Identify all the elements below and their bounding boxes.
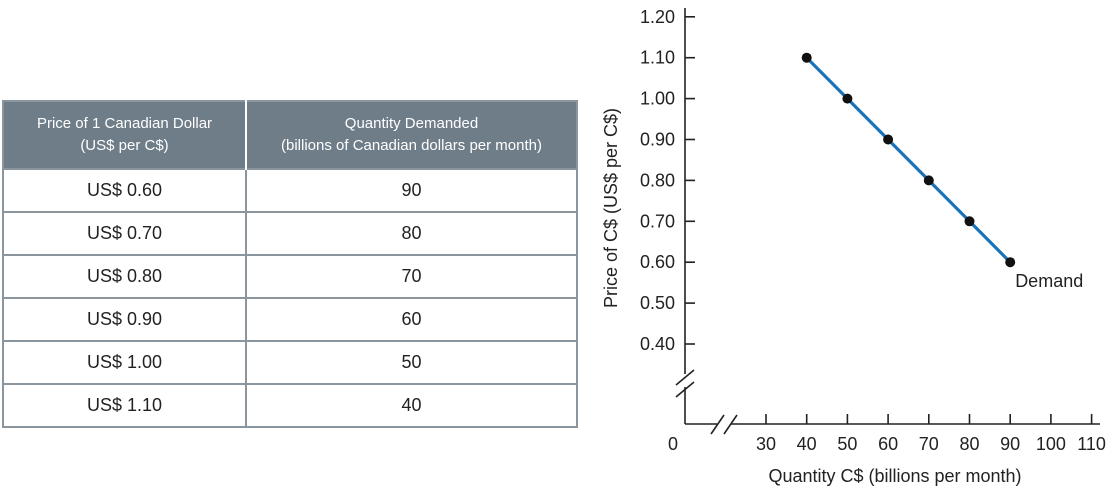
demand-point (1005, 257, 1016, 268)
demand-point (964, 216, 975, 227)
y-axis-label: Price of C$ (US$ per C$) (601, 108, 621, 308)
x-tick-label: 110 (1077, 434, 1106, 454)
x-tick-label: 80 (959, 434, 979, 454)
price-cell: US$ 0.90 (3, 297, 247, 341)
chart-series: Demand (801, 52, 1083, 291)
price-column-header: Price of 1 Canadian Dollar (US$ per C$) (3, 101, 247, 169)
origin-label: 0 (668, 434, 678, 454)
demand-point (842, 93, 853, 104)
demand-point (923, 175, 934, 186)
price-header-line1: Price of 1 Canadian Dollar (36, 115, 213, 132)
demand-point (883, 134, 894, 145)
y-tick-label: 0.70 (640, 211, 675, 231)
y-axis-break-mark (675, 369, 695, 386)
chart-axes (675, 8, 1100, 435)
x-axis-break-mark (710, 414, 725, 435)
price-cell: US$ 0.60 (3, 168, 247, 212)
x-tick-label: 50 (837, 434, 857, 454)
x-axis-ticks: 30 40 50 60 70 80 90 100 110 (756, 414, 1106, 454)
y-tick-label: 0.90 (640, 130, 675, 150)
quantity-cell: 90 (246, 168, 577, 212)
demand-line (805, 56, 1012, 264)
quantity-header-line2: (billions of Canadian dollars per month) (281, 137, 542, 154)
y-tick-label: 0.50 (640, 293, 675, 313)
price-cell: US$ 0.70 (3, 211, 247, 255)
y-tick-label: 0.60 (640, 252, 675, 272)
quantity-cell: 80 (246, 211, 577, 255)
demand-point (801, 52, 812, 63)
y-tick-label: 1.00 (640, 89, 675, 109)
quantity-header-line1: Quantity Demanded (344, 115, 479, 132)
x-tick-label: 30 (756, 434, 776, 454)
table-row: US$ 1.10 40 (3, 383, 577, 427)
x-tick-label: 100 (1036, 434, 1066, 454)
y-tick-label: 0.80 (640, 170, 675, 190)
price-cell: US$ 1.10 (3, 383, 247, 427)
y-axis-ticks: 0.40 0.50 0.60 0.70 0.80 0.90 1.00 1.10 1.20 (640, 7, 695, 354)
price-cell: US$ 0.80 (3, 254, 247, 298)
table-header-row: Price of 1 Canadian Dollar (US$ per C$) … (3, 101, 577, 169)
quantity-cell: 50 (246, 340, 577, 384)
demand-series-label: Demand (1015, 271, 1083, 291)
y-tick-label: 1.20 (640, 7, 675, 27)
quantity-cell: 40 (246, 383, 577, 427)
quantity-cell: 60 (246, 297, 577, 341)
demand-table: Price of 1 Canadian Dollar (US$ per C$) … (2, 100, 578, 428)
table-row: US$ 0.60 90 (3, 168, 577, 212)
x-tick-label: 90 (1000, 434, 1020, 454)
table-row: US$ 0.90 60 (3, 297, 577, 341)
quantity-cell: 70 (246, 254, 577, 298)
price-header-line2: (US$ per C$) (80, 137, 169, 154)
table-row: US$ 0.80 70 (3, 254, 577, 298)
x-tick-label: 60 (878, 434, 898, 454)
quantity-column-header: Quantity Demanded (billions of Canadian … (246, 101, 577, 169)
table-row: US$ 1.00 50 (3, 340, 577, 384)
price-cell: US$ 1.00 (3, 340, 247, 384)
x-axis-break-mark (723, 414, 738, 435)
x-tick-label: 70 (919, 434, 939, 454)
table-row: US$ 0.70 80 (3, 211, 577, 255)
y-axis-break-mark (675, 381, 695, 398)
y-tick-label: 1.10 (640, 48, 675, 68)
y-tick-label: 0.40 (640, 334, 675, 354)
x-axis-label: Quantity C$ (billions per month) (768, 466, 1021, 486)
x-tick-label: 40 (797, 434, 817, 454)
